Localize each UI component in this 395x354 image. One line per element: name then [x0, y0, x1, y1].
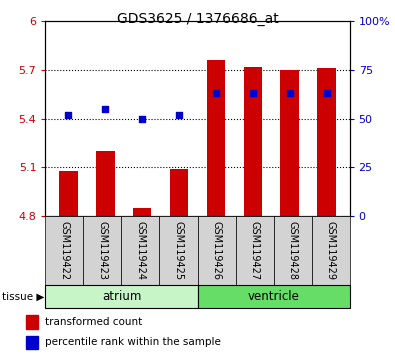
Text: GSM119423: GSM119423 — [98, 222, 107, 280]
Bar — [26, 315, 38, 329]
Point — [324, 90, 330, 96]
Text: GDS3625 / 1376686_at: GDS3625 / 1376686_at — [117, 12, 278, 27]
Point — [250, 90, 256, 96]
Bar — [244, 67, 262, 216]
Point — [176, 112, 182, 118]
Text: percentile rank within the sample: percentile rank within the sample — [45, 337, 220, 348]
Bar — [45, 285, 198, 308]
Point — [65, 112, 71, 118]
Bar — [198, 285, 350, 308]
Text: GSM119426: GSM119426 — [211, 222, 222, 280]
Bar — [122, 216, 160, 285]
Bar — [26, 336, 38, 349]
Bar — [160, 216, 198, 285]
Text: GSM119428: GSM119428 — [288, 222, 297, 280]
Text: tissue ▶: tissue ▶ — [2, 291, 44, 302]
Text: GSM119424: GSM119424 — [135, 222, 145, 280]
Bar — [83, 216, 122, 285]
Text: ventricle: ventricle — [248, 290, 299, 303]
Text: GSM119425: GSM119425 — [173, 222, 184, 281]
Bar — [235, 216, 274, 285]
Point — [139, 116, 145, 121]
Bar — [45, 216, 83, 285]
Bar — [133, 208, 151, 216]
Bar — [198, 216, 235, 285]
Bar — [317, 68, 336, 216]
Bar — [280, 70, 299, 216]
Point — [286, 90, 293, 96]
Bar — [312, 216, 350, 285]
Text: atrium: atrium — [102, 290, 141, 303]
Bar — [59, 171, 78, 216]
Point — [102, 106, 109, 112]
Text: GSM119422: GSM119422 — [59, 222, 70, 281]
Text: GSM119429: GSM119429 — [325, 222, 336, 280]
Bar — [273, 216, 312, 285]
Bar — [96, 151, 115, 216]
Text: GSM119427: GSM119427 — [250, 222, 260, 281]
Point — [213, 90, 219, 96]
Text: transformed count: transformed count — [45, 317, 142, 327]
Bar — [207, 60, 225, 216]
Bar — [170, 169, 188, 216]
